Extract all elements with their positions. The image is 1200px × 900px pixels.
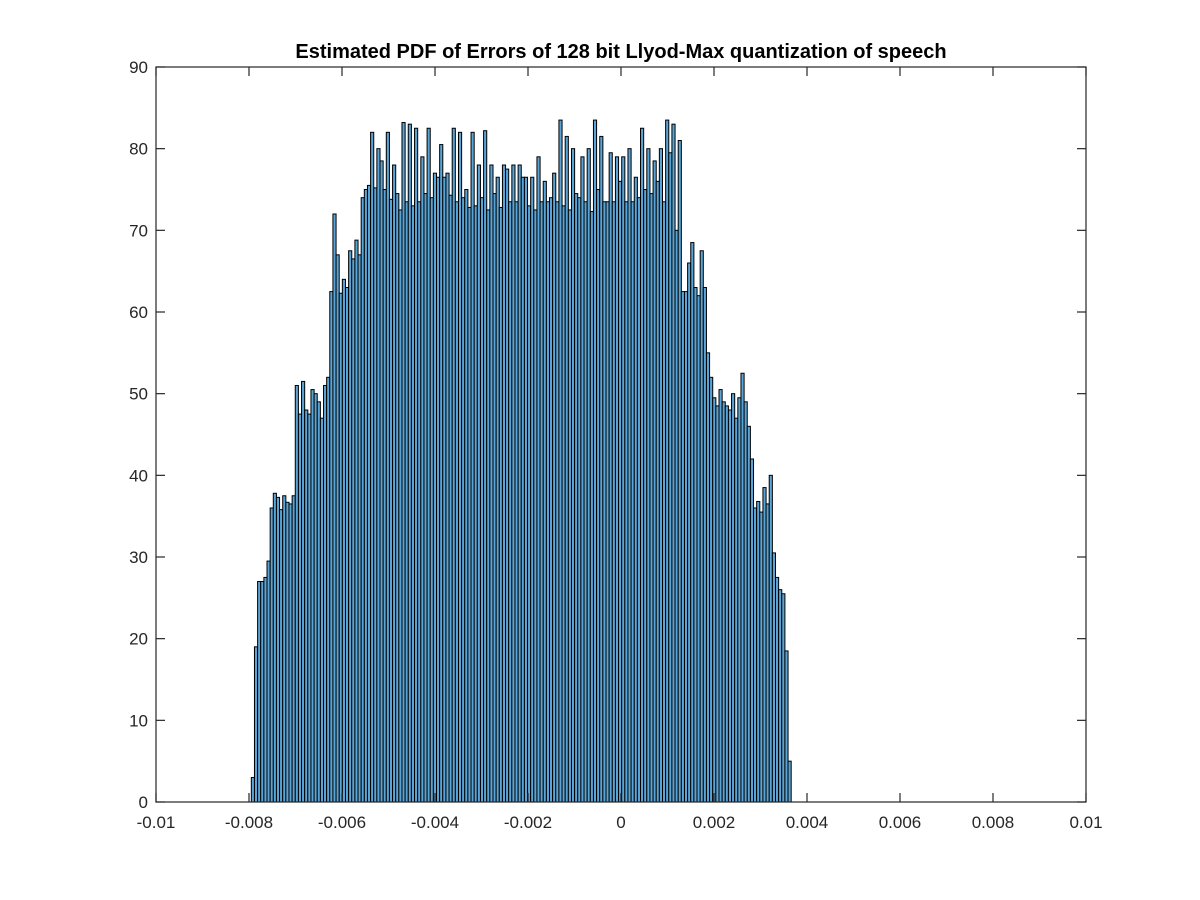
x-tick-label: -0.006 bbox=[318, 813, 366, 832]
x-tick-label: -0.008 bbox=[225, 813, 273, 832]
chart-title: Estimated PDF of Errors of 128 bit Llyod… bbox=[295, 41, 946, 63]
y-tick-label: 40 bbox=[129, 466, 148, 485]
y-tick-label: 80 bbox=[129, 140, 148, 159]
x-tick-label: 0.002 bbox=[693, 813, 736, 832]
x-tick-label: 0.01 bbox=[1069, 813, 1102, 832]
ticks-group: -0.01 -0.008 -0.006 -0.004 -0.002 0 0.002 0.004… bbox=[129, 58, 1102, 832]
bars-group bbox=[250, 119, 792, 803]
y-tick-label: 20 bbox=[129, 630, 148, 649]
y-tick-label: 30 bbox=[129, 548, 148, 567]
histogram-bar bbox=[787, 760, 792, 803]
y-tick-label: 60 bbox=[129, 303, 148, 322]
y-tick-label: 90 bbox=[129, 58, 148, 77]
x-tick-label: 0 bbox=[616, 813, 625, 832]
y-tick-label: 50 bbox=[129, 385, 148, 404]
x-tick-label: 0.008 bbox=[972, 813, 1015, 832]
x-tick-label: -0.002 bbox=[504, 813, 552, 832]
x-tick-label: 0.006 bbox=[879, 813, 922, 832]
y-tick-label: 10 bbox=[129, 711, 148, 730]
x-tick-label: 0.004 bbox=[786, 813, 829, 832]
plot-area-frame bbox=[155, 66, 1087, 803]
y-tick-label: 70 bbox=[129, 221, 148, 240]
y-tick-label: 0 bbox=[139, 793, 148, 812]
x-tick-label: -0.004 bbox=[411, 813, 459, 832]
x-tick-label: -0.01 bbox=[137, 813, 176, 832]
